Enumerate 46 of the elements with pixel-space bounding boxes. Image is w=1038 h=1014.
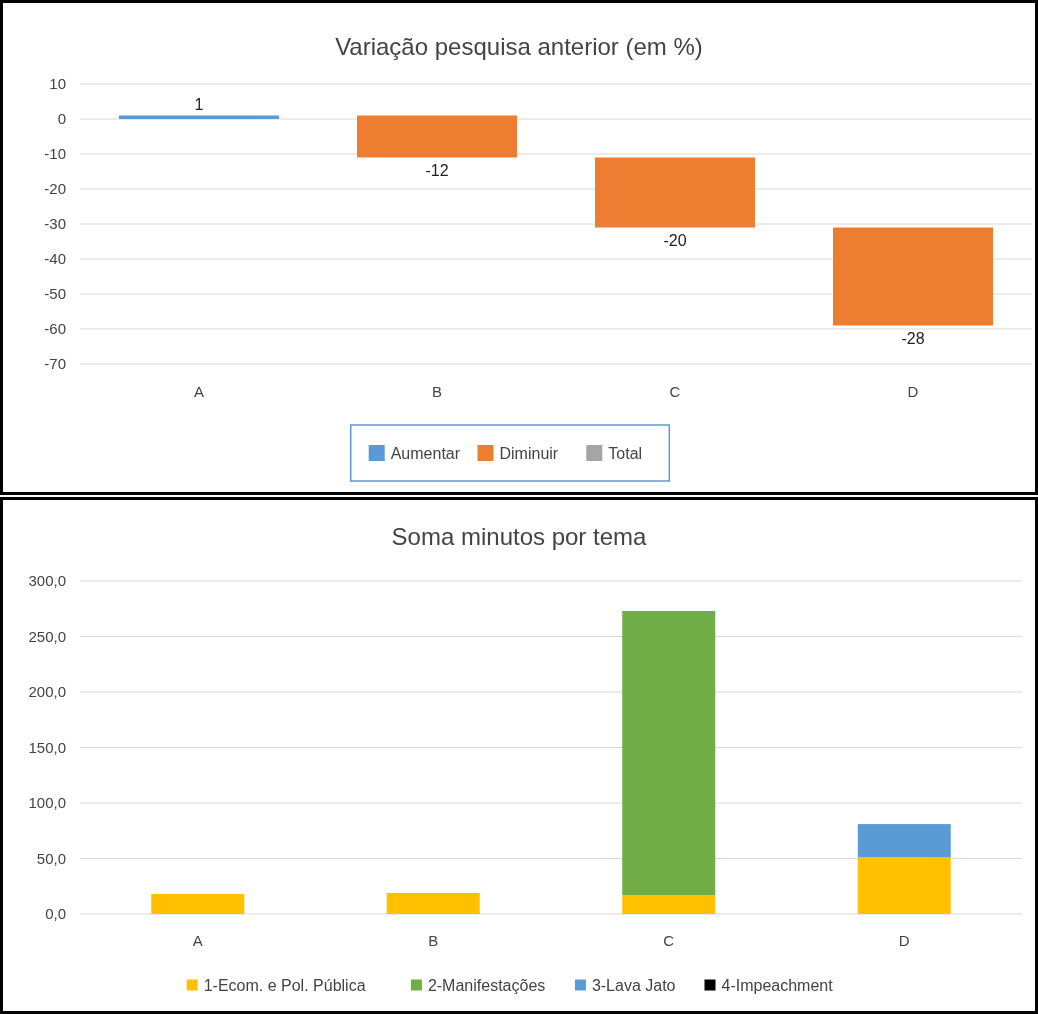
legend-label: 4-Impeachment [721, 977, 834, 994]
y-tick-label: 250,0 [28, 627, 66, 645]
bar [386, 892, 480, 914]
data-label: -12 [425, 161, 449, 179]
bar [151, 894, 245, 914]
chart-title: Soma minutos por tema [391, 523, 648, 550]
bar [622, 895, 716, 914]
legend-label: Aumentar [390, 445, 461, 462]
bar [622, 610, 716, 896]
x-tick-label: A [192, 932, 203, 949]
legend-label: 3-Lava Jato [591, 977, 676, 994]
x-tick-label: D [907, 383, 919, 400]
bar [357, 115, 517, 158]
y-tick-label: -60 [44, 320, 66, 337]
y-tick-label: -40 [44, 250, 66, 267]
x-tick-label: C [663, 932, 675, 949]
legend-label: Total [608, 445, 643, 462]
x-tick-label: B [428, 932, 439, 949]
y-tick-label: -70 [44, 355, 66, 372]
y-tick-label: 0,0 [45, 905, 66, 922]
x-tick-label: B [431, 383, 443, 400]
bar [857, 857, 951, 914]
data-label: -20 [663, 231, 687, 249]
x-tick-label: C [669, 383, 681, 400]
y-tick-label: 150,0 [28, 738, 66, 756]
y-tick-label: 0 [57, 110, 66, 127]
chart-title: Variação pesquisa anterior (em %) [335, 33, 703, 60]
y-tick-label: -50 [44, 285, 66, 302]
legend-label: 1-Ecom. e Pol. Pública [203, 977, 366, 994]
y-tick-label: 200,0 [28, 683, 66, 700]
y-tick-label: 10 [49, 75, 66, 92]
y-tick-label: 300,0 [28, 572, 66, 589]
y-tick-label: -20 [44, 180, 66, 197]
data-label: 1 [194, 95, 204, 113]
y-tick-label: 50,0 [36, 849, 66, 867]
legend-label: 2-Manifestações [427, 977, 546, 994]
legend-label: Diminuir [499, 445, 559, 462]
y-tick-label: 100,0 [28, 794, 66, 811]
x-tick-label: A [193, 383, 205, 400]
x-tick-label: D [898, 932, 910, 949]
y-tick-label: -10 [44, 145, 66, 162]
data-label: -28 [901, 329, 925, 347]
bar [595, 157, 755, 228]
bar [833, 227, 993, 326]
bar [857, 824, 951, 858]
y-tick-label: -30 [44, 215, 66, 232]
